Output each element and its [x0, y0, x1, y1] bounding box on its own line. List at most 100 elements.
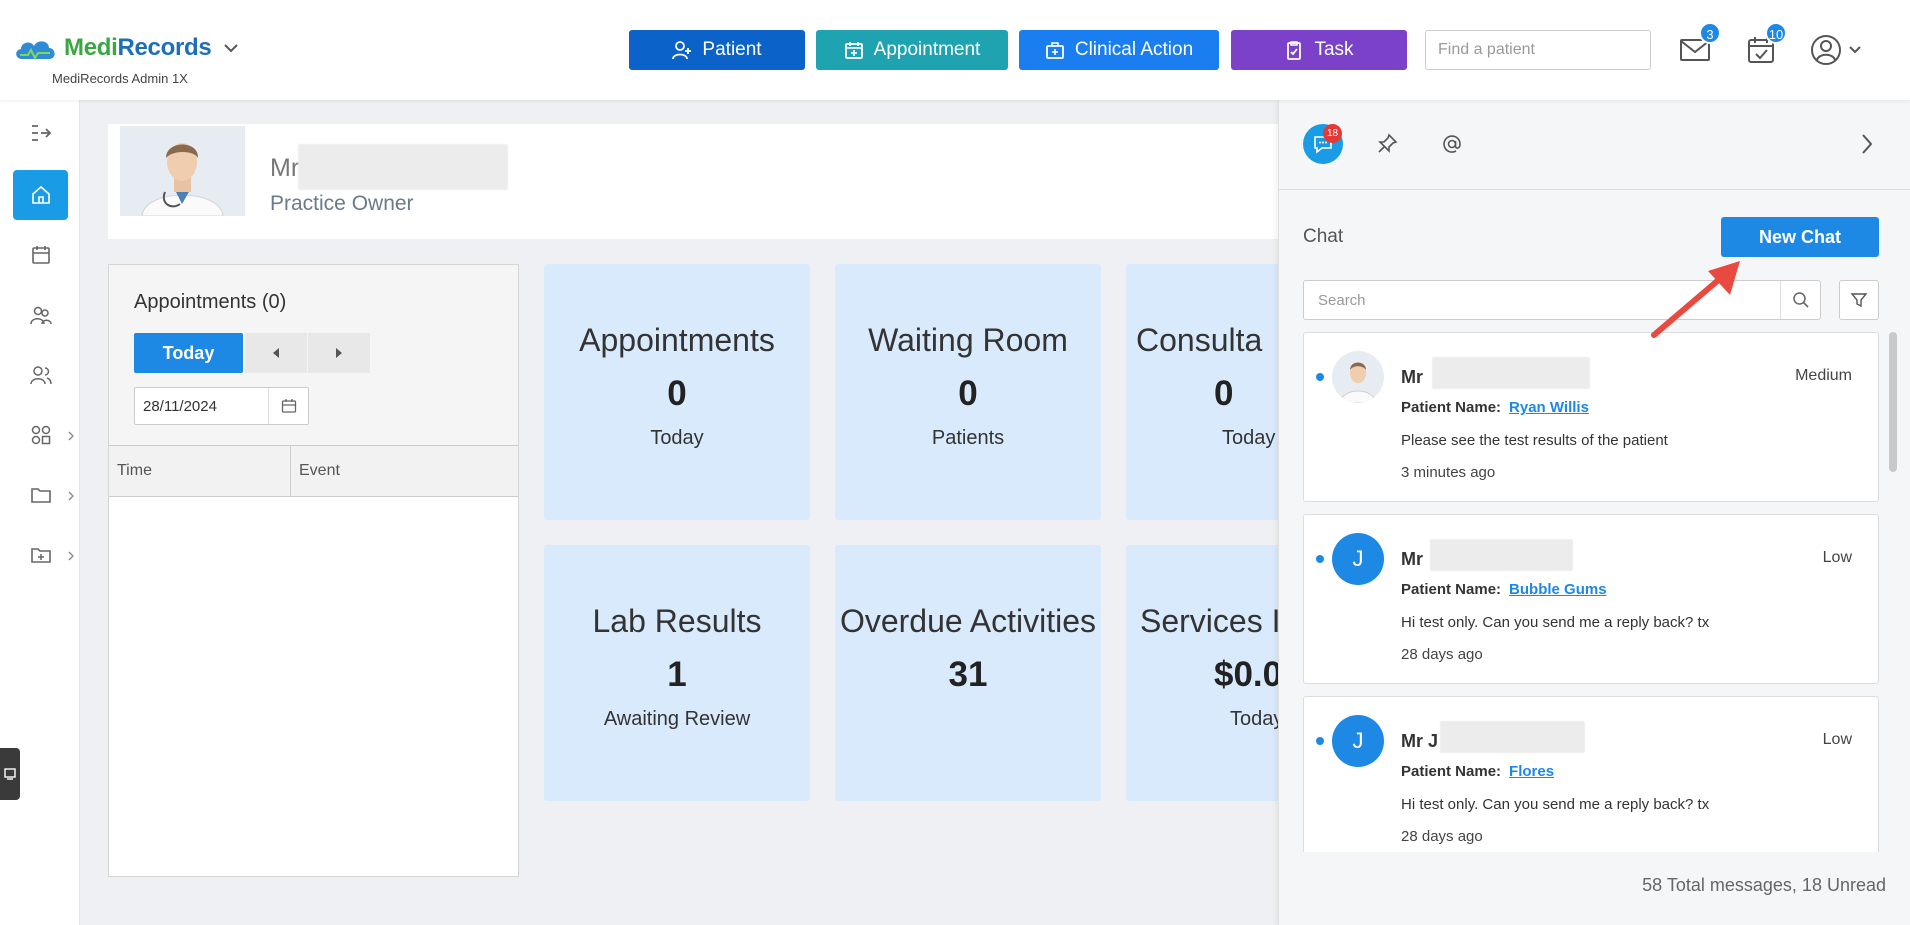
- sidebar-item-modules[interactable]: [13, 410, 74, 460]
- chat-search-input[interactable]: [1304, 291, 1780, 309]
- chevron-right-icon: [68, 431, 74, 441]
- find-patient-input[interactable]: [1436, 40, 1647, 60]
- doctor-photo-avatar: [120, 126, 245, 216]
- priority-label: Low: [1822, 731, 1852, 748]
- chat-unread-badge: 18: [1323, 124, 1342, 143]
- message-time: 28 days ago: [1401, 646, 1483, 663]
- folder-plus-icon: [30, 548, 51, 563]
- collapse-chat-panel-button[interactable]: [1847, 124, 1887, 164]
- stat-card-services-invoiced[interactable]: Services In $0.0 Today: [1126, 545, 1278, 801]
- sidebar-item-calendar[interactable]: [13, 230, 68, 280]
- chat-message-summary: 58 Total messages, 18 Unread: [1642, 875, 1886, 895]
- messages-button[interactable]: 3: [1675, 22, 1721, 70]
- chat-filter-button[interactable]: [1839, 280, 1879, 320]
- stat-card-subtitle: Awaiting Review: [603, 708, 751, 730]
- chevron-right-icon: [1862, 134, 1873, 154]
- stat-card-consultations[interactable]: Consulta 0 Today: [1126, 264, 1278, 520]
- stat-card-subtitle: Today: [650, 427, 704, 449]
- message-time: 28 days ago: [1401, 828, 1483, 845]
- user-plus-icon: [672, 41, 692, 60]
- stat-card-lab-results[interactable]: Lab Results 1 Awaiting Review: [544, 545, 810, 801]
- sidebar-expand-button[interactable]: [13, 108, 68, 158]
- brand-subtitle: MediRecords Admin 1X: [52, 71, 188, 86]
- tab-pinned[interactable]: [1367, 124, 1407, 164]
- chat-search-button[interactable]: [1780, 281, 1820, 319]
- new-task-button[interactable]: Task: [1231, 30, 1407, 70]
- new-appointment-button[interactable]: Appointment: [816, 30, 1008, 70]
- sender-avatar: J: [1332, 533, 1384, 585]
- appointments-table-header: Time Event: [109, 445, 518, 497]
- sidebar-item-contacts[interactable]: [13, 350, 68, 400]
- chat-message-item[interactable]: J Mr J Low Patient Name: Flores Hi test o…: [1303, 696, 1879, 852]
- sidebar-item-folders[interactable]: [13, 470, 74, 520]
- annotation-arrow-icon: [1651, 261, 1740, 338]
- tasks-button[interactable]: 10: [1741, 22, 1787, 70]
- chat-message-clip: J Mr J Low Patient Name: Flores Hi test o…: [1279, 696, 1910, 852]
- caret-left-icon: [273, 348, 279, 358]
- stat-card-value: 0: [667, 374, 687, 413]
- calendar-icon: [31, 246, 50, 264]
- stat-card-title: Services In: [1140, 603, 1278, 639]
- stat-card-appointments[interactable]: Appointments 0 Today: [544, 264, 810, 520]
- brand-logo[interactable]: MediRecords: [12, 34, 239, 62]
- patient-name-row: Patient Name: Bubble Gums: [1401, 581, 1607, 598]
- tasks-badge: 10: [1765, 22, 1787, 44]
- stat-card-waiting-room[interactable]: Waiting Room 0 Patients: [835, 264, 1101, 520]
- patient-name-link[interactable]: Flores: [1509, 763, 1555, 780]
- patient-name-link[interactable]: Bubble Gums: [1509, 581, 1607, 598]
- clinical-action-button[interactable]: Clinical Action: [1019, 30, 1219, 70]
- device-icon: [4, 768, 16, 780]
- appointments-panel: Appointments (0) Today 28/11/2024 Time E…: [108, 264, 519, 877]
- patient-name-row: Patient Name: Ryan Willis: [1401, 399, 1589, 416]
- chat-message-item[interactable]: Mr Medium Patient Name: Ryan Willis Pleas…: [1303, 332, 1879, 502]
- expand-menu-icon: [31, 125, 51, 141]
- patient-name-label: Patient Name:: [1401, 763, 1502, 780]
- clipboard-check-icon: [1287, 41, 1302, 60]
- previous-day-button[interactable]: [245, 333, 307, 373]
- folder-icon: [30, 488, 51, 503]
- filter-icon: [1850, 293, 1868, 308]
- chat-message-item[interactable]: J Mr Low Patient Name: Bubble Gums Hi tes…: [1303, 514, 1879, 684]
- calendar-icon: [281, 399, 296, 413]
- side-tab-handle[interactable]: [0, 748, 20, 800]
- doctor-avatar-icon: [120, 126, 245, 216]
- tab-mentions[interactable]: [1432, 124, 1472, 164]
- stat-card-value: 0: [1214, 374, 1234, 413]
- date-value: 28/11/2024: [143, 397, 217, 415]
- stat-card-subtitle: Patients: [931, 427, 1005, 449]
- mail-icon: [1680, 39, 1710, 61]
- appointments-toolbar: Appointments (0) Today 28/11/2024: [109, 265, 518, 445]
- column-header-event: Event: [299, 462, 340, 479]
- chat-scrollbar-thumb[interactable]: [1889, 332, 1897, 472]
- user-menu[interactable]: [1806, 30, 1866, 70]
- chevron-down-icon[interactable]: [223, 43, 239, 53]
- profile-name: Mr: [270, 154, 300, 182]
- stat-card-value: $0.0: [1214, 655, 1278, 694]
- profile-banner: Mr Practice Owner: [108, 124, 1278, 239]
- patient-name-link[interactable]: Ryan Willis: [1509, 399, 1589, 416]
- today-button[interactable]: Today: [134, 333, 243, 373]
- chat-search-box: [1303, 280, 1821, 320]
- chevron-right-icon: [68, 551, 74, 561]
- new-patient-button[interactable]: Patient: [629, 30, 805, 70]
- top-header: MediRecords MediRecords Admin 1X Patient…: [0, 0, 1910, 100]
- patient-name-row: Patient Name: Flores: [1401, 763, 1554, 780]
- stat-card-overdue-activities[interactable]: Overdue Activities 31: [835, 545, 1101, 801]
- new-chat-button[interactable]: New Chat: [1721, 217, 1879, 257]
- calendar-picker-button[interactable]: [268, 388, 308, 424]
- stat-card-title: Consulta: [1136, 322, 1263, 358]
- unread-dot: [1316, 555, 1324, 563]
- chevron-right-icon: [68, 491, 74, 501]
- date-picker[interactable]: 28/11/2024: [134, 387, 309, 425]
- sidebar-item-patients[interactable]: [13, 290, 68, 340]
- appointment-button-label: Appointment: [873, 39, 981, 60]
- message-body: Hi test only. Can you send me a reply ba…: [1401, 796, 1710, 813]
- patient-name-label: Patient Name:: [1401, 581, 1502, 598]
- next-day-button[interactable]: [308, 333, 370, 373]
- sender-name: Mr: [1401, 549, 1423, 569]
- sender-avatar: J: [1332, 715, 1384, 767]
- sidebar-item-home[interactable]: [13, 170, 68, 220]
- users-icon: [29, 366, 52, 385]
- sidebar-item-add-folder[interactable]: [13, 530, 74, 580]
- apps-grid-icon: [31, 425, 50, 445]
